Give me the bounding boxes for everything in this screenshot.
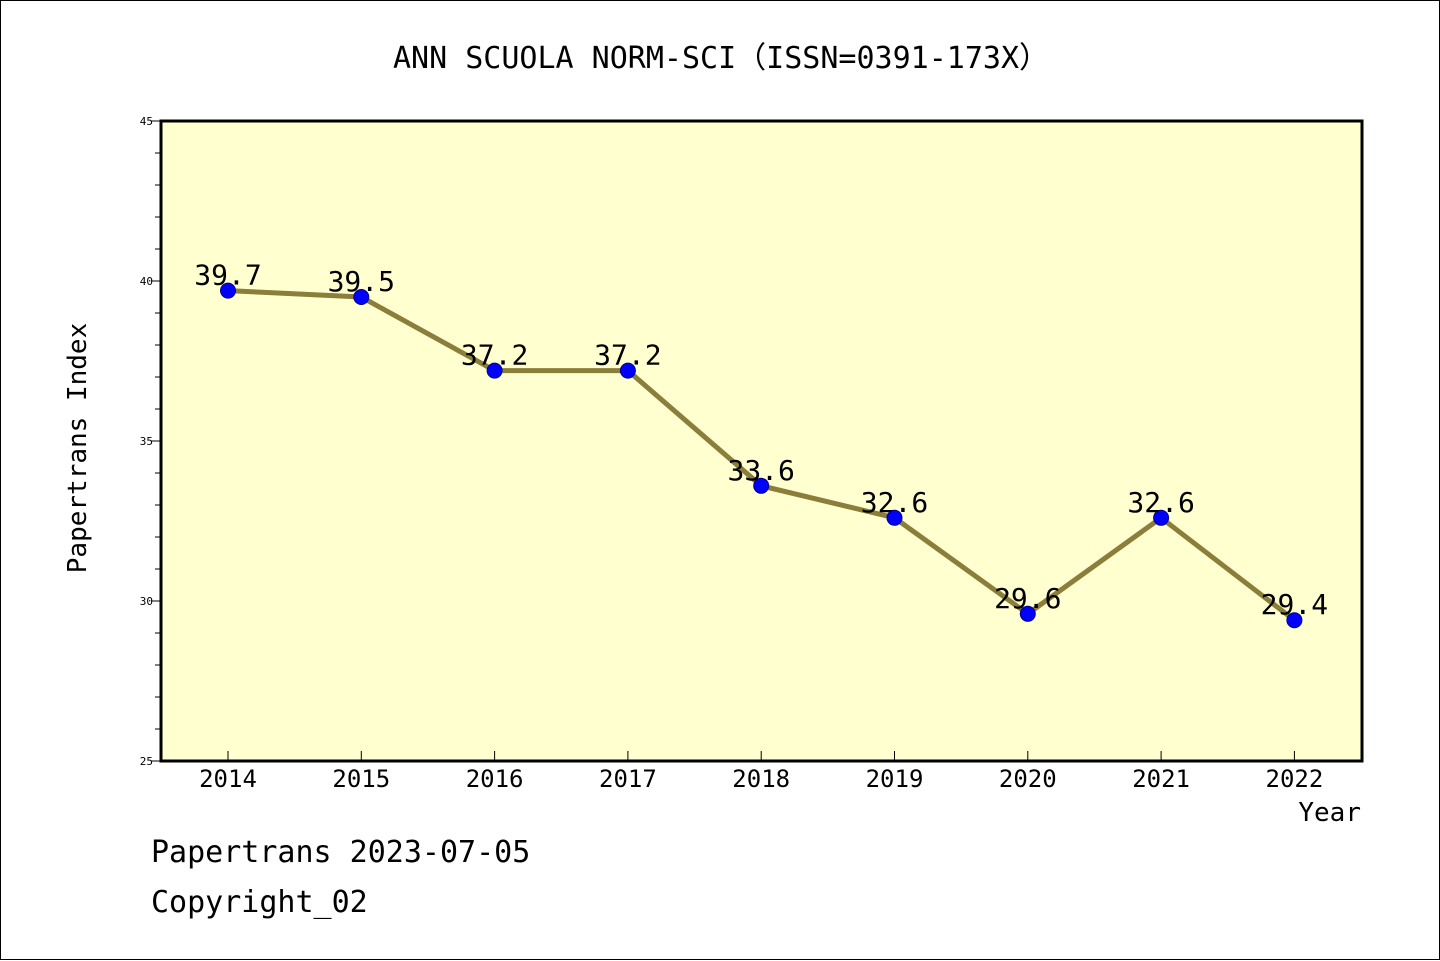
- data-label: 32.6: [861, 486, 928, 519]
- data-label: 32.6: [1127, 486, 1194, 519]
- data-point: [220, 282, 236, 299]
- data-point: [619, 362, 636, 379]
- data-point: [1286, 612, 1303, 629]
- data-label: 39.7: [194, 259, 261, 292]
- y-tick-label: 30: [140, 595, 153, 608]
- footer-date: Papertrans 2023-07-05: [151, 835, 531, 870]
- data-label: 29.4: [1261, 588, 1328, 621]
- data-point: [886, 509, 903, 526]
- data-points: [220, 282, 1303, 629]
- x-tick-label: 2015: [332, 765, 390, 793]
- data-point: [1153, 509, 1170, 526]
- data-label: 37.2: [461, 339, 528, 372]
- x-tick-label: 2017: [599, 765, 657, 793]
- x-tick-label: 2018: [732, 765, 790, 793]
- y-axis: 25 30 35 40 45: [140, 115, 161, 768]
- y-tick-label: 25: [140, 755, 153, 768]
- data-labels: 39.7 39.5 37.2 37.2 33.6 32.6 29.6 32.6 29.4: [194, 259, 1328, 622]
- x-tick-label: 2021: [1132, 765, 1190, 793]
- data-point: [353, 289, 370, 305]
- plot-area: [159, 119, 1364, 763]
- x-tick-label: 2014: [199, 765, 257, 793]
- x-tick-label: 2016: [466, 765, 524, 793]
- x-tick-label: 2022: [1266, 765, 1324, 793]
- y-tick-label: 40: [140, 275, 153, 288]
- chart-title: ANN SCUOLA NORM-SCI（ISSN=0391-173X）: [393, 41, 1049, 76]
- x-tick-label: 2019: [866, 765, 924, 793]
- y-tick-label: 45: [140, 115, 153, 128]
- y-tick-label: 35: [140, 435, 153, 448]
- y-axis-label: Papertrans Index: [63, 323, 93, 573]
- data-label: 39.5: [328, 265, 395, 298]
- footer-copyright: Copyright_02: [151, 885, 368, 920]
- data-label: 29.6: [994, 582, 1061, 615]
- data-point: [1019, 605, 1036, 622]
- data-point: [486, 362, 503, 379]
- x-tick-label: 2020: [999, 765, 1057, 793]
- x-axis: 2014 2015 2016 2017 2018 2019 2020 2021 2022: [199, 751, 1323, 793]
- data-label: 33.6: [727, 454, 794, 487]
- x-axis-label: Year: [1298, 798, 1361, 828]
- data-point: [753, 477, 770, 494]
- data-label: 37.2: [594, 339, 661, 372]
